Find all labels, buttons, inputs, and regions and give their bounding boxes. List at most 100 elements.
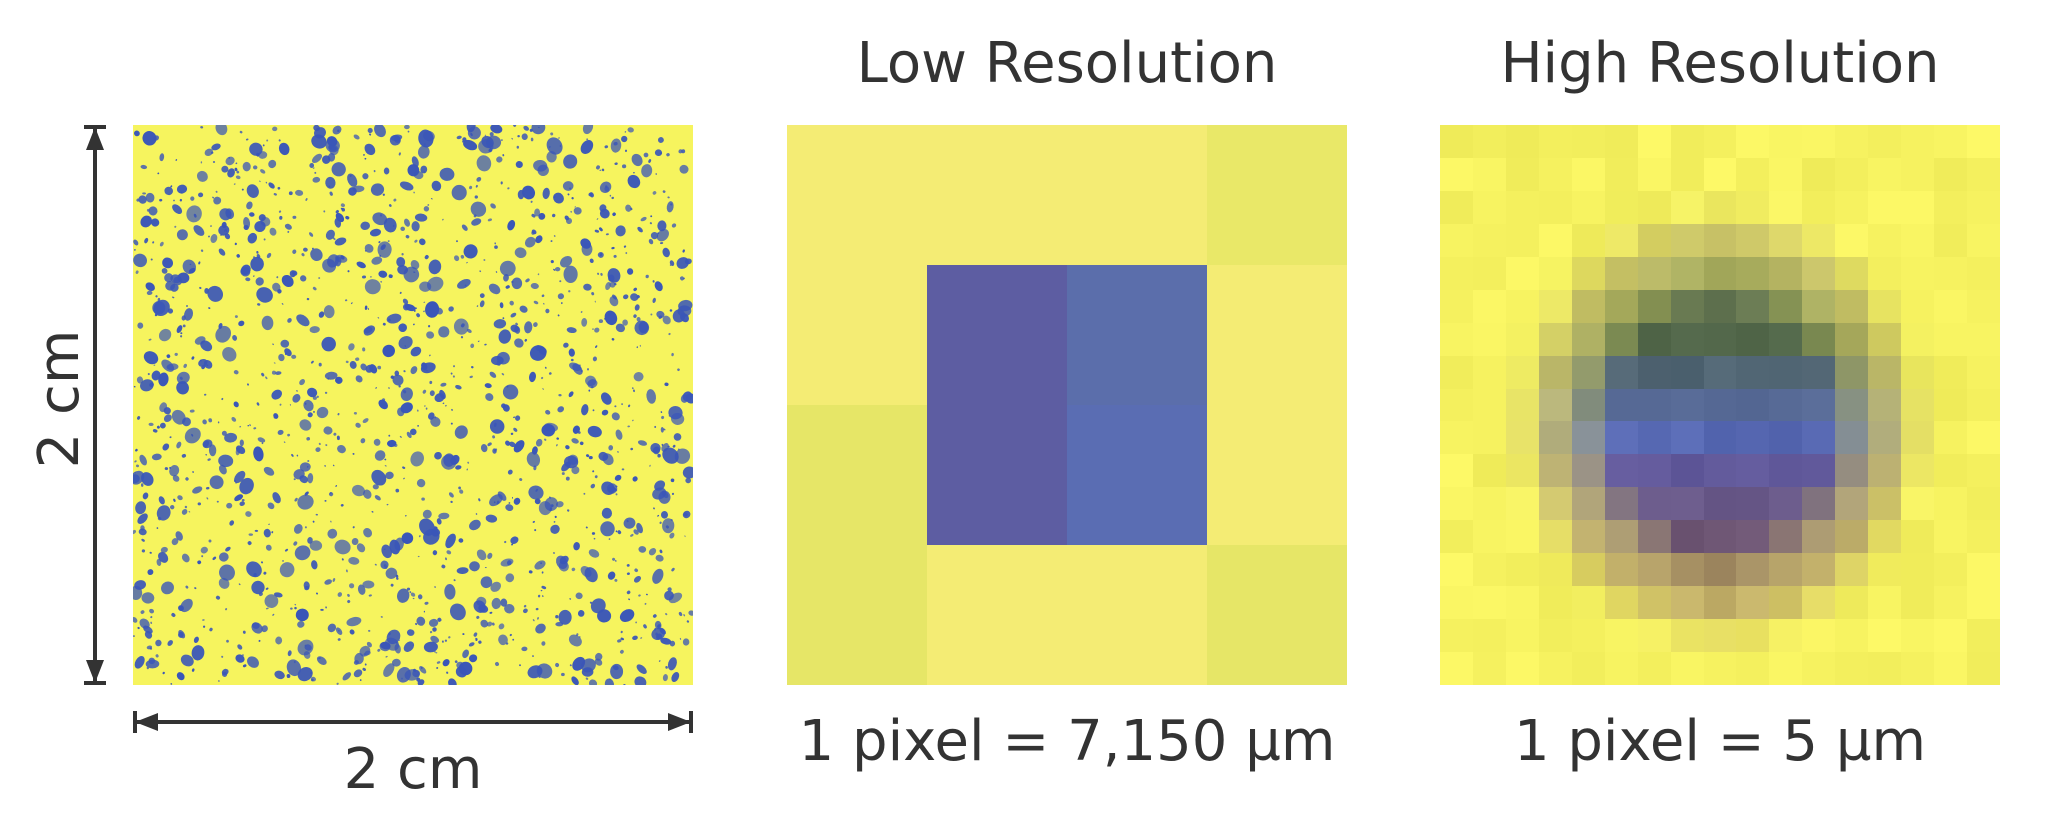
speck [548,146,551,148]
speck [174,352,178,356]
speck [156,505,171,521]
speck [623,517,636,529]
pixel-cell [1670,157,1704,191]
speck [671,672,680,682]
speck [423,206,430,212]
speck [273,416,278,419]
speck [432,627,437,632]
speck [633,314,637,318]
speck [652,568,664,584]
speck [218,225,230,236]
pixel-cell [1967,157,2000,191]
speck [402,298,409,305]
speck [145,192,155,203]
speck [173,199,175,202]
pixel-cell [1538,190,1572,224]
pixel-cell [1934,520,1968,554]
speck [284,548,289,552]
speck [493,319,507,329]
speck [406,629,415,636]
speck [204,393,207,396]
speck [185,477,189,481]
speck [610,663,624,680]
speck [284,223,292,230]
speck [135,270,139,274]
speck [494,245,498,249]
speck [493,501,496,504]
speck [441,640,444,643]
speck [627,425,631,428]
speck [684,535,686,538]
pixel-cell [1571,520,1605,554]
pixel-cell [1934,652,1968,685]
speck [318,362,322,367]
speck [315,592,319,595]
speck [209,475,224,490]
speck [179,198,183,202]
speck [192,486,203,494]
speck [219,208,232,221]
speck [644,602,647,605]
speck [208,444,217,457]
speck [632,419,634,422]
speck [310,360,314,364]
speck [631,387,634,390]
pixel-cell [1703,256,1737,290]
speck [316,406,329,419]
speck [323,426,333,435]
speck [321,336,336,352]
pixel-cell [1769,388,1803,422]
speck [588,549,600,558]
speck [256,287,273,303]
speck [346,616,362,627]
speck [222,347,237,362]
speck [390,134,403,141]
speck [550,524,560,534]
speck [594,475,598,479]
speck [657,514,660,517]
speck [478,640,482,644]
pixel-cell [1472,355,1506,389]
speck [614,560,617,562]
speck [542,595,544,597]
speck [364,143,376,156]
pixel-cell [1604,652,1638,685]
pixel-cell [1835,619,1869,653]
speck [565,445,570,450]
speck [337,445,346,454]
speck [620,630,623,634]
speck [355,422,361,428]
speck [414,213,428,222]
speck [670,478,675,483]
speck [461,224,468,231]
low-resolution-caption: 1 pixel = 7,150 µm [798,709,1336,774]
speck [236,254,240,258]
speck [266,139,269,142]
speck [537,273,540,276]
speck [462,140,464,143]
speck [521,133,528,140]
speck [158,551,169,563]
speck [386,503,389,506]
pixel-cell [1637,157,1671,191]
speck [249,212,255,217]
pixel-cell [1967,454,2000,488]
speck [473,632,478,637]
speck [591,292,595,296]
pixel-cell [1934,586,1968,620]
speck [210,234,218,243]
speck [293,541,298,546]
speck [615,225,626,237]
speck [238,583,241,586]
speck [453,579,456,582]
speck [437,617,442,622]
pixel-cell [1769,256,1803,290]
speck [318,442,321,445]
speck [636,346,638,349]
speck [380,616,383,618]
speck [234,315,238,319]
speck [200,546,208,554]
pixel-cell [1604,190,1638,224]
speck [507,219,516,231]
speck [406,587,411,591]
